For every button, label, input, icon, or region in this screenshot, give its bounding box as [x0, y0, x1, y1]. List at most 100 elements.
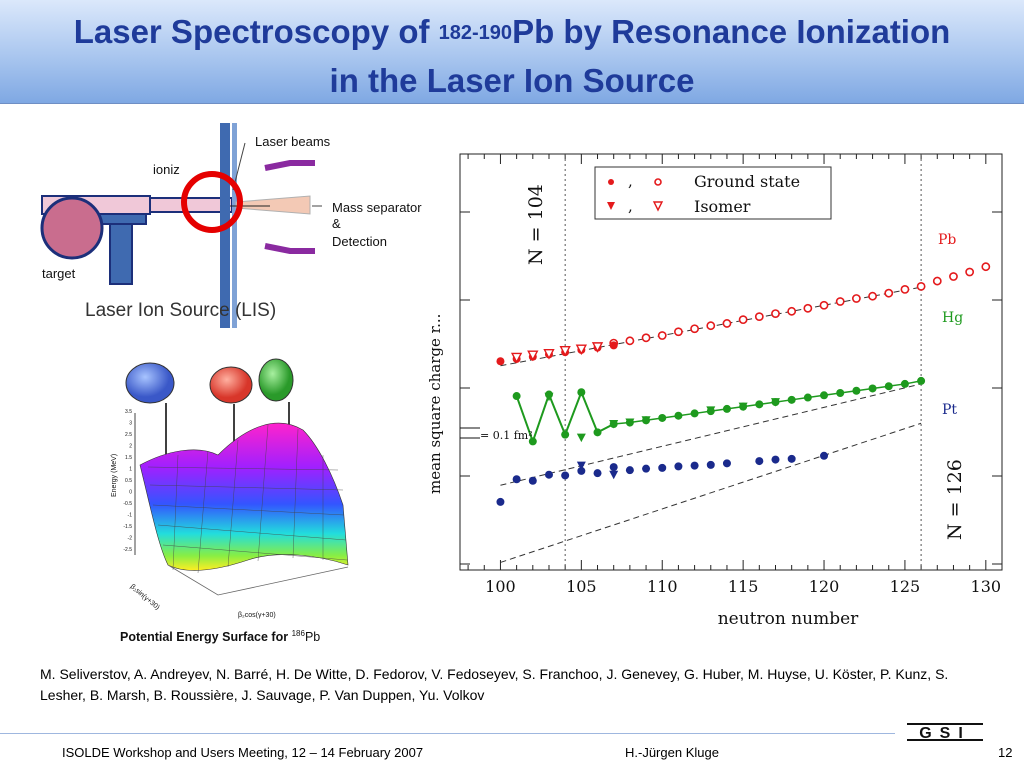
- title-bar: Laser Spectroscopy of 182-190Pb by Reson…: [0, 0, 1024, 104]
- pes-z-tick-label: 0.5: [125, 478, 132, 484]
- label-hg: Hg: [942, 310, 963, 326]
- label-pt: Pt: [942, 402, 957, 418]
- energy-surface: [139, 422, 349, 571]
- hg-filled-circle-point: [917, 376, 926, 385]
- hg-filled-circle-point: [658, 413, 667, 422]
- chart-vertical-lines: [564, 154, 922, 570]
- pb-open-triangle-point: [543, 348, 555, 360]
- pb-open-circle-point: [674, 327, 683, 337]
- pb-open-circle-point: [754, 312, 764, 322]
- legend-marker-ground-filled: [608, 179, 614, 185]
- pt-filled-circle-point: [642, 464, 651, 473]
- hg-filled-circle-point: [690, 409, 699, 418]
- pb-open-circle-point: [625, 336, 635, 346]
- svg-text:GSI: GSI: [919, 725, 971, 742]
- label-detection: Detection: [332, 234, 387, 249]
- hg-filled-circle-point: [884, 382, 893, 391]
- footer-event: ISOLDE Workshop and Users Meeting, 12 – …: [62, 745, 424, 760]
- legend-marker-isomer-open: [652, 201, 664, 212]
- pt-filled-circle-point: [512, 475, 521, 484]
- footer-presenter: H.-Jürgen Kluge: [625, 745, 719, 760]
- label-ionizer: ioniz: [153, 162, 180, 177]
- chart-x-tick-labels: 100 105 110 115 120 125 130: [485, 577, 1001, 596]
- pb-open-circle-point: [965, 267, 975, 277]
- pes-z-tick-label: -1: [128, 513, 133, 519]
- pt-filled-circle-point: [722, 459, 731, 468]
- pt-filled-circle-point: [544, 470, 553, 479]
- legend-ground-state: Ground state: [694, 172, 800, 191]
- pes-z-tick-label: 2.5: [125, 432, 132, 438]
- hg-filled-circle-point: [528, 437, 537, 446]
- hg-filled-circle-point: [577, 388, 586, 397]
- pb-open-circle-point: [868, 291, 877, 301]
- pes-z-tick-label: 0: [129, 490, 132, 496]
- pt-filled-circle-point: [820, 451, 829, 460]
- hg-filled-circle-point: [755, 400, 764, 409]
- hg-filled-circle-point: [561, 430, 570, 439]
- hg-filled-triangle-point: [770, 398, 780, 407]
- label-laser-beams: Laser beams: [255, 134, 331, 149]
- hg-filled-circle-point: [674, 411, 683, 420]
- x-tick-label: 110: [647, 577, 678, 596]
- ionizer-tube: [149, 197, 233, 213]
- pb-open-circle-point: [981, 262, 991, 272]
- pes-z-tick-label: 1: [129, 467, 132, 473]
- pt-filled-circle-point: [561, 471, 570, 480]
- pb-open-circle-point: [738, 315, 748, 325]
- pt-filled-triangle-point: [576, 461, 586, 471]
- hg-filled-circle-point: [836, 389, 845, 398]
- pt-trend-line: [500, 422, 922, 563]
- pes-z-tick-label: 1.5: [125, 455, 132, 461]
- chart-data-points: [496, 262, 991, 506]
- pes-z-tick-label: -1.5: [123, 524, 132, 530]
- pb-filled-circle-point: [496, 357, 505, 366]
- pt-filled-circle-point: [528, 476, 537, 485]
- hg-filled-circle-point: [852, 386, 861, 395]
- pb-open-circle-point: [657, 331, 667, 340]
- lis-caption: Laser Ion Source (LIS): [85, 300, 276, 321]
- pb-open-circle-point: [932, 276, 942, 286]
- chart-frame: [459, 153, 1003, 571]
- pt-filled-triangle-point: [609, 470, 619, 480]
- hg-filled-triangle-point: [609, 420, 619, 429]
- pb-open-circle-point: [771, 309, 780, 318]
- pt-filled-circle-point: [577, 466, 586, 475]
- legend-box: [594, 166, 832, 220]
- slide-title: Laser Spectroscopy of 182-190Pb by Reson…: [0, 10, 1024, 103]
- pes-caption: Potential Energy Surface for 186Pb: [120, 629, 320, 644]
- pes-z-axis-label: Energy (MeV): [111, 454, 118, 497]
- pb-open-circle-point: [900, 284, 910, 294]
- label-mass-separator: Mass separator: [332, 200, 422, 215]
- label-ampersand: &: [332, 216, 341, 231]
- gsi-logo: GSI: [905, 723, 985, 742]
- scale-bar-label: = 0.1 fm²: [480, 429, 533, 442]
- pb-open-circle-point: [641, 333, 651, 343]
- pes-z-tick-label: -0.5: [123, 501, 132, 507]
- pb-open-circle-point: [690, 324, 699, 334]
- pt-filled-circle-point: [771, 455, 780, 464]
- hg-filled-circle-point: [512, 392, 521, 401]
- laser-ion-source-diagram: Laser beams ioniz Mass separator & Detec…: [20, 118, 422, 328]
- legend-marker-ground-open: [654, 178, 662, 186]
- footer-divider: [0, 733, 895, 734]
- label-n104: N = 104: [525, 184, 547, 265]
- pb-open-triangle-point: [510, 352, 523, 364]
- legend-marker-isomer-filled: [607, 202, 615, 210]
- potential-energy-surface-figure: Energy (MeV) β₂sin(γ+30) β₂cos(γ+30) 3.5…: [108, 355, 364, 650]
- pb-open-circle-point: [884, 288, 894, 298]
- pb-open-circle-point: [706, 321, 716, 331]
- pb-open-circle-point: [722, 319, 732, 328]
- pt-filled-circle-point: [625, 466, 634, 475]
- x-tick-label: 130: [971, 577, 1002, 596]
- pb-open-triangle-point: [575, 344, 588, 356]
- x-tick-label: 100: [485, 577, 516, 596]
- pt-filled-circle-point: [674, 462, 683, 471]
- pt-filled-circle-point: [690, 461, 699, 470]
- hg-filled-circle-point: [787, 395, 796, 404]
- prolate-shape-icon: [125, 362, 175, 404]
- pb-open-circle-point: [803, 303, 813, 313]
- pes-z-tick-label: 3.5: [125, 409, 132, 415]
- legend-separator-2: ,: [628, 197, 633, 215]
- pt-filled-circle-point: [609, 463, 618, 472]
- isotope-shift-chart: 100 105 110 115 120 125 130 neutron number mea…: [426, 153, 1003, 629]
